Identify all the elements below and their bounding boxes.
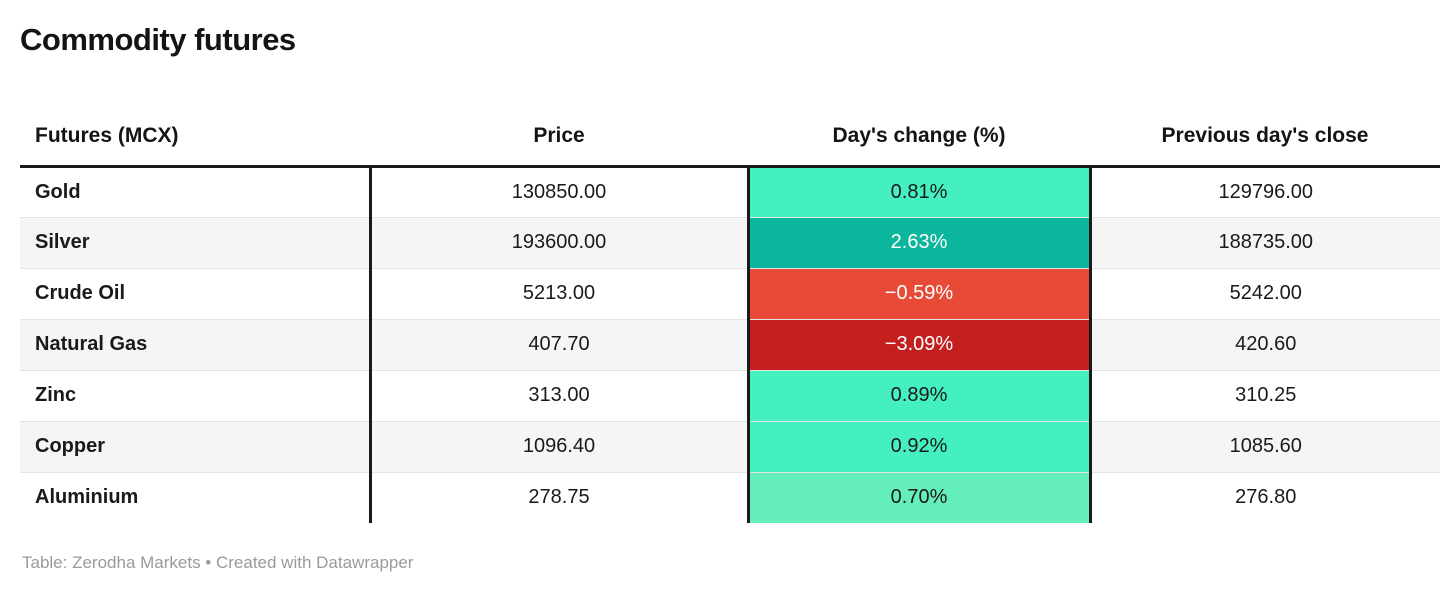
futures-name: Aluminium bbox=[20, 471, 372, 523]
table-row-silver: Silver 193600.00 2.63% 188735.00 bbox=[20, 216, 1440, 268]
prev-close-cell: 310.25 bbox=[1090, 369, 1440, 421]
table-row-aluminium: Aluminium 278.75 0.70% 276.80 bbox=[20, 471, 1440, 523]
change-cell: −3.09% bbox=[746, 318, 1092, 370]
column-header-price: Price bbox=[370, 108, 748, 168]
change-cell: 0.89% bbox=[746, 369, 1092, 421]
price-cell: 313.00 bbox=[370, 369, 748, 421]
prev-close-cell: 5242.00 bbox=[1090, 267, 1440, 319]
change-cell: 0.70% bbox=[746, 471, 1092, 523]
price-cell: 193600.00 bbox=[370, 216, 748, 268]
table-row-natural-gas: Natural Gas 407.70 −3.09% 420.60 bbox=[20, 318, 1440, 370]
price-cell: 130850.00 bbox=[511, 180, 607, 203]
header-row: Futures (MCX) Price Day's change (%) Pre… bbox=[20, 108, 1440, 168]
change-cell: −0.59% bbox=[746, 267, 1092, 319]
table-row-zinc: Zinc 313.00 0.89% 310.25 bbox=[20, 369, 1440, 421]
prev-close-cell: 129796.00 bbox=[1218, 180, 1314, 203]
price-cell: 278.75 bbox=[370, 471, 748, 523]
prev-close-cell: 1085.60 bbox=[1090, 420, 1440, 472]
change-cell: 0.81% bbox=[746, 166, 1092, 217]
prev-close-cell: 276.80 bbox=[1090, 471, 1440, 523]
table-body: Gold 130850.00 0.81% 129796.00 Silver 19… bbox=[20, 166, 1440, 523]
page-title: Commodity futures bbox=[20, 22, 296, 57]
futures-name: Crude Oil bbox=[20, 267, 372, 319]
commodity-futures-table: Futures (MCX) Price Day's change (%) Pre… bbox=[20, 108, 1440, 523]
futures-name: Silver bbox=[20, 216, 372, 268]
table-row-gold: Gold 130850.00 0.81% 129796.00 bbox=[20, 166, 1440, 217]
column-header-prev-close: Previous day's close bbox=[1090, 108, 1440, 168]
table-row-copper: Copper 1096.40 0.92% 1085.60 bbox=[20, 420, 1440, 472]
futures-name: Copper bbox=[20, 420, 372, 472]
change-cell: 0.92% bbox=[746, 420, 1092, 472]
change-cell: 2.63% bbox=[746, 216, 1092, 268]
column-header-futures: Futures (MCX) bbox=[20, 108, 370, 168]
prev-close-cell: 188735.00 bbox=[1090, 216, 1440, 268]
table-row-crude-oil: Crude Oil 5213.00 −0.59% 5242.00 bbox=[20, 267, 1440, 319]
futures-name: Zinc bbox=[20, 369, 372, 421]
prev-close-cell: 420.60 bbox=[1090, 318, 1440, 370]
futures-name: Gold bbox=[20, 166, 372, 217]
price-cell: 1096.40 bbox=[370, 420, 748, 472]
price-cell: 5213.00 bbox=[370, 267, 748, 319]
price-cell: 407.70 bbox=[370, 318, 748, 370]
futures-name: Natural Gas bbox=[20, 318, 372, 370]
table-header: Futures (MCX) Price Day's change (%) Pre… bbox=[20, 108, 1440, 168]
attribution-footer: Table: Zerodha Markets • Created with Da… bbox=[22, 553, 414, 572]
column-header-days-change: Day's change (%) bbox=[748, 108, 1090, 168]
